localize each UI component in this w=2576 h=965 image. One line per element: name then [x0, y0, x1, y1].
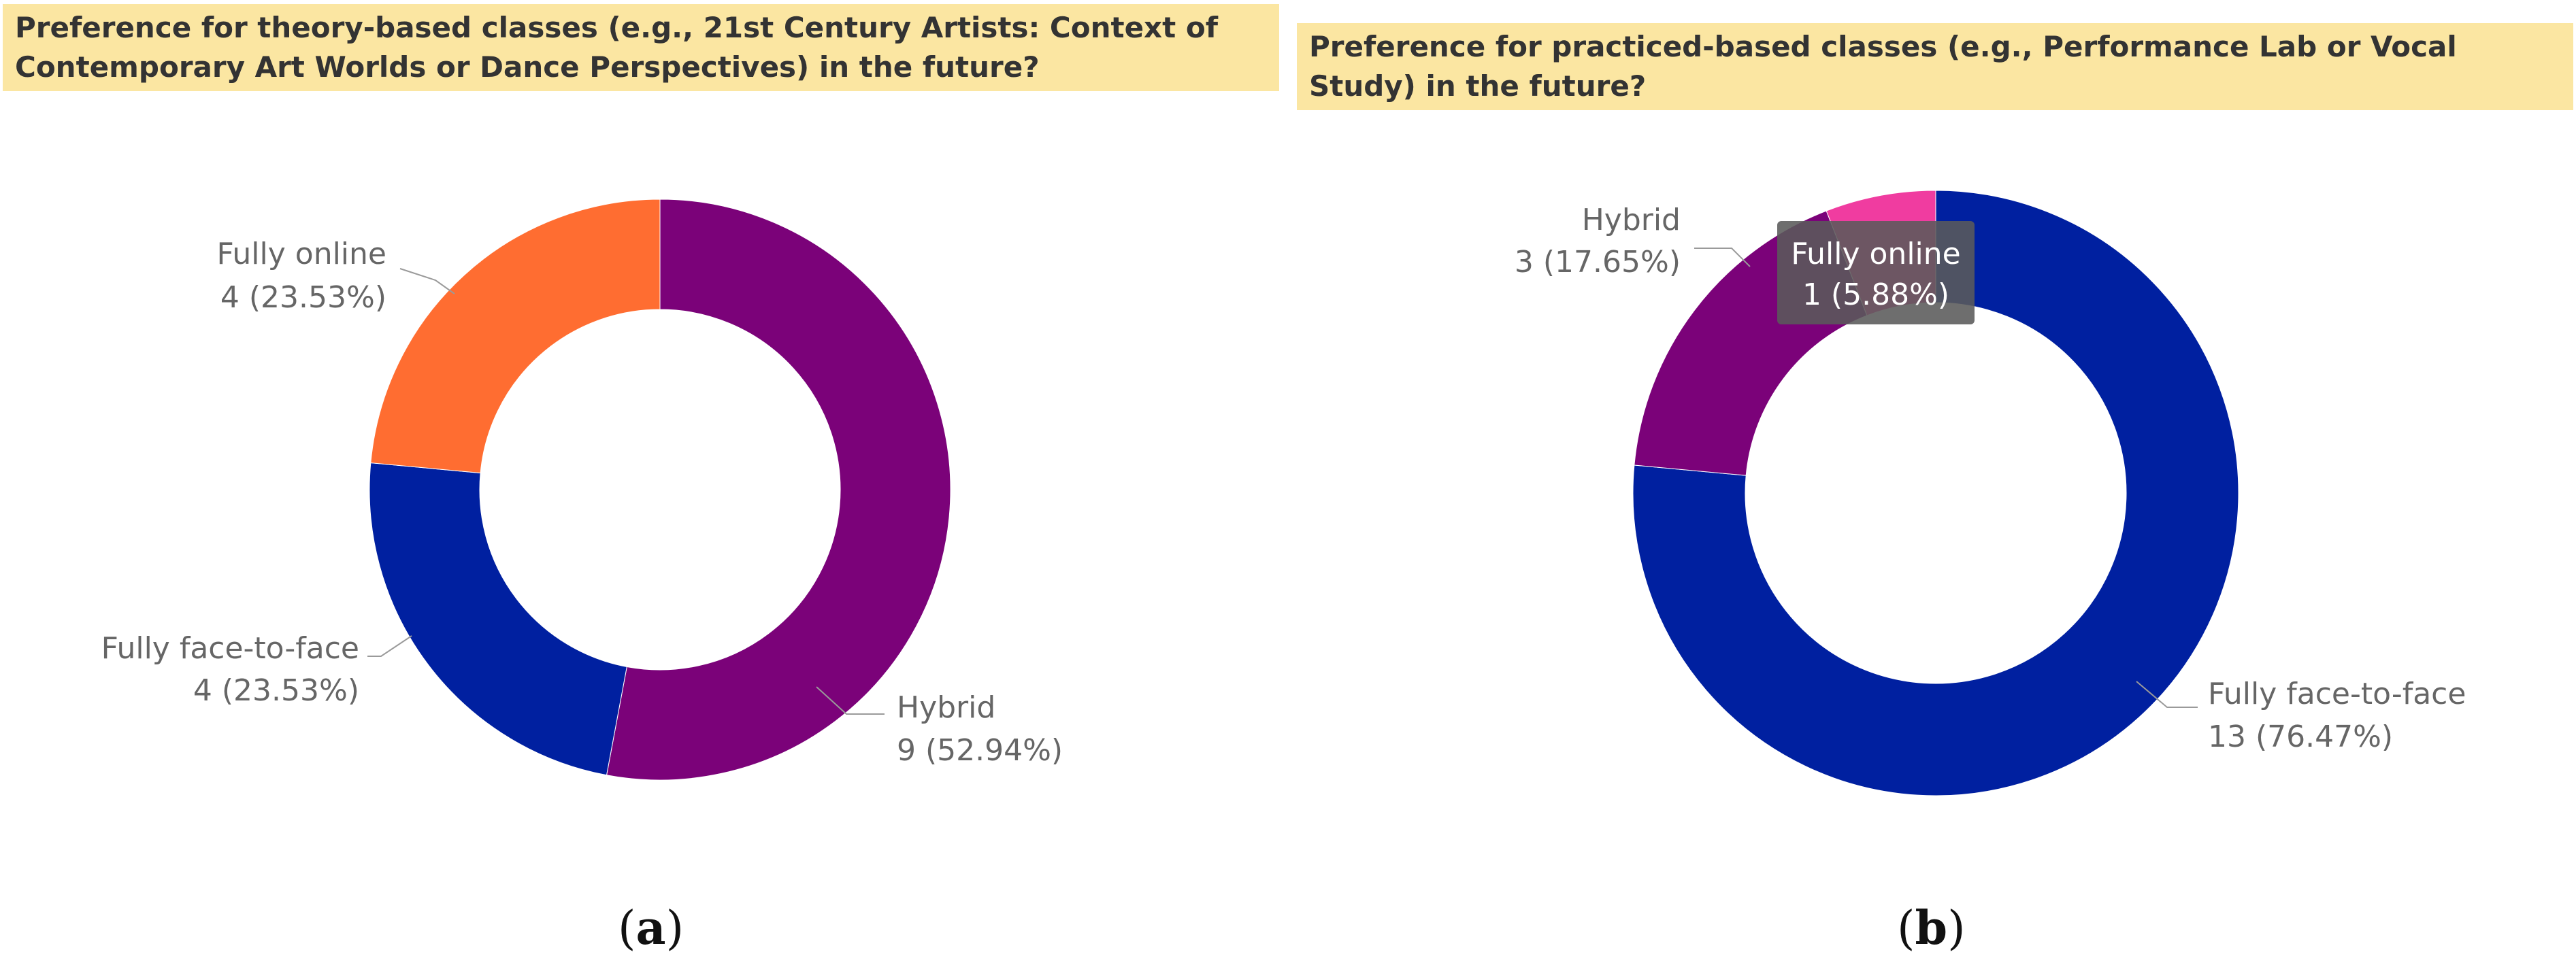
chart-b-title: Preference for practiced-based classes (…: [1297, 23, 2573, 110]
slice-hybrid[interactable]: [606, 199, 951, 781]
donut-chart-a: Hybrid 9 (52.94%) Fully face-to-face 4 (23.…: [101, 199, 1063, 781]
slice-value-hybrid: 9 (52.94%): [897, 733, 1063, 768]
slice-value-hybrid: 3 (17.65%): [1515, 245, 1681, 280]
leader-line-hybrid: [1694, 248, 1751, 267]
panel-label-b: (b): [1897, 901, 1966, 955]
slice-fully-online[interactable]: [370, 199, 661, 474]
leader-line-fully-online: [399, 268, 455, 294]
tooltip-value: 1 (5.88%): [1802, 277, 1949, 312]
leader-line-fully-face-to-face: [367, 635, 412, 657]
slice-label-hybrid: Hybrid: [897, 690, 995, 725]
leader-line-hybrid: [816, 686, 885, 715]
panel-label-a: (a): [618, 901, 684, 955]
slice-label-fully-face-to-face: Fully face-to-face: [101, 631, 359, 666]
slice-label-fully-face-to-face: Fully face-to-face: [2208, 677, 2466, 711]
slice-label-hybrid: Hybrid: [1582, 203, 1681, 237]
donut-chart-b: Fully face-to-face 13 (76.47%) Hybrid 3 (17…: [1515, 190, 2466, 796]
chart-a-title: Preference for theory-based classes (e.g…: [3, 4, 1279, 91]
slice-value-fully-face-to-face: 13 (76.47%): [2208, 719, 2393, 754]
slice-value-fully-online: 4 (23.53%): [220, 280, 386, 315]
tooltip: Fully online 1 (5.88%): [1777, 221, 1975, 324]
slice-value-fully-face-to-face: 4 (23.53%): [193, 673, 359, 708]
tooltip-name: Fully online: [1791, 237, 1960, 271]
slice-fully-face-to-face[interactable]: [369, 462, 627, 776]
slice-label-fully-online: Fully online: [217, 237, 386, 271]
leader-line-fully-face-to-face: [2136, 681, 2198, 708]
slice-fully-face-to-face[interactable]: [1632, 190, 2239, 796]
tooltip-box: [1777, 221, 1975, 324]
